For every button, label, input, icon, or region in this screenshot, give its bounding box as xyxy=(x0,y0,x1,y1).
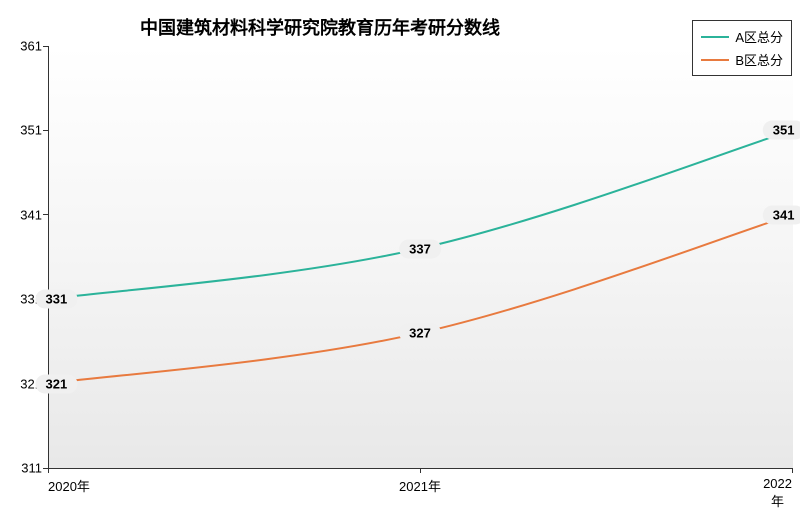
x-tick-label: 2022年 xyxy=(763,476,792,510)
legend-swatch xyxy=(701,36,729,38)
y-tick-label: 341 xyxy=(8,207,42,222)
y-tick-mark xyxy=(43,214,48,215)
data-label: 351 xyxy=(763,121,800,140)
legend-item: A区总分 xyxy=(701,25,783,48)
data-label: 331 xyxy=(35,290,77,309)
data-label: 327 xyxy=(399,323,441,342)
chart-container: 中国建筑材料科学研究院教育历年考研分数线 A区总分B区总分 3113213313… xyxy=(0,0,800,500)
series-line-0 xyxy=(48,130,792,299)
y-tick-mark xyxy=(43,130,48,131)
legend-item: B区总分 xyxy=(701,48,783,71)
x-tick-label: 2021年 xyxy=(399,476,441,495)
legend-swatch xyxy=(701,59,729,61)
y-tick-label: 361 xyxy=(8,39,42,54)
data-label: 321 xyxy=(35,374,77,393)
y-tick-label: 311 xyxy=(8,461,42,476)
y-tick-mark xyxy=(43,46,48,47)
x-tick-mark xyxy=(420,468,421,473)
x-tick-mark xyxy=(48,468,49,473)
legend: A区总分 B区总分 xyxy=(692,20,792,76)
legend-label: B区总分 xyxy=(735,50,783,69)
y-tick-label: 351 xyxy=(8,123,42,138)
legend-label: A区总分 xyxy=(735,27,783,46)
data-label: 341 xyxy=(763,205,800,224)
x-tick-mark xyxy=(792,468,793,473)
data-label: 337 xyxy=(399,239,441,258)
x-tick-label: 2020年 xyxy=(48,476,90,495)
